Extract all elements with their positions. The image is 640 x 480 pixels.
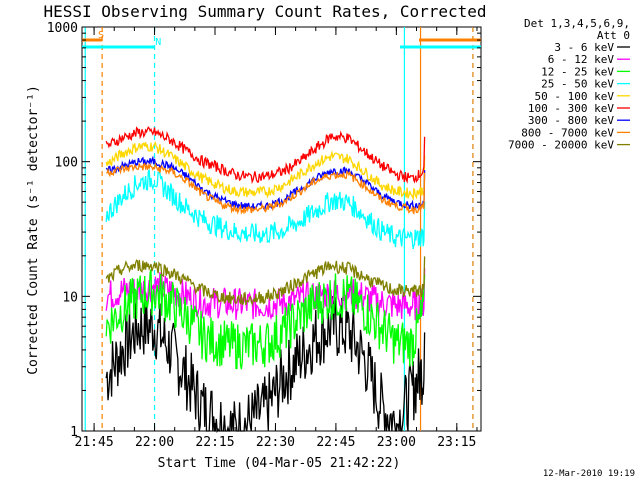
legend-label-0: 3 - 6 keV xyxy=(554,41,614,54)
series-line-6 xyxy=(105,155,426,212)
flag-label-N: N xyxy=(155,37,161,48)
x-tick-label-4: 22:45 xyxy=(316,435,355,450)
plot-frame xyxy=(81,26,482,432)
legend-title-line1: Det 1,3,4,5,6,9, xyxy=(524,17,630,30)
x-tick-label-5: 23:00 xyxy=(377,435,416,450)
x-tick-label-2: 22:15 xyxy=(195,435,234,450)
plot-area: SN xyxy=(81,26,482,434)
series-line-4 xyxy=(105,141,426,201)
legend-title-line2: Att 0 xyxy=(597,29,630,42)
x-tick-label-1: 22:00 xyxy=(135,435,174,450)
y-tick-label-3: 1000 xyxy=(47,21,78,36)
y-tick-label-2: 100 xyxy=(55,156,78,171)
series-line-0 xyxy=(105,296,426,434)
footer-timestamp: 12-Mar-2010 19:19 xyxy=(543,469,635,479)
legend-label-7: 800 - 7000 keV xyxy=(521,126,614,139)
legend-label-4: 50 - 100 keV xyxy=(535,90,615,103)
series-line-2 xyxy=(105,269,426,370)
series-line-8 xyxy=(105,256,426,307)
chart-title: HESSI Observing Summary Count Rates, Cor… xyxy=(43,2,486,21)
legend-label-5: 100 - 300 keV xyxy=(528,102,614,115)
series-line-3 xyxy=(105,169,426,250)
x-axis: 21:45 22:00 22:15 22:30 22:45 23:00 23:15 xyxy=(75,27,478,450)
legend-label-3: 25 - 50 keV xyxy=(541,78,614,91)
legend-label-1: 6 - 12 keV xyxy=(548,53,615,66)
series-line-1 xyxy=(105,268,426,321)
legend-label-2: 12 - 25 keV xyxy=(541,65,614,78)
flag-label-S: S xyxy=(98,30,104,41)
x-tick-label-3: 22:30 xyxy=(256,435,295,450)
x-tick-label-6: 23:15 xyxy=(437,435,476,450)
x-tick-label-0: 21:45 xyxy=(75,435,114,450)
series-line-5 xyxy=(105,126,426,185)
y-tick-label-0: 1 xyxy=(70,425,78,440)
series-line-7 xyxy=(106,162,426,215)
y-axis: 1 10 100 1000 xyxy=(47,21,481,440)
y-tick-label-1: 10 xyxy=(62,290,78,305)
x-axis-label: Start Time (04-Mar-05 21:42:22) xyxy=(158,456,401,471)
y-axis-label: Corrected Count Rate (s⁻¹ detector⁻¹) xyxy=(26,85,41,375)
legend-label-6: 300 - 800 keV xyxy=(528,114,614,127)
legend-label-8: 7000 - 20000 keV xyxy=(508,139,614,152)
